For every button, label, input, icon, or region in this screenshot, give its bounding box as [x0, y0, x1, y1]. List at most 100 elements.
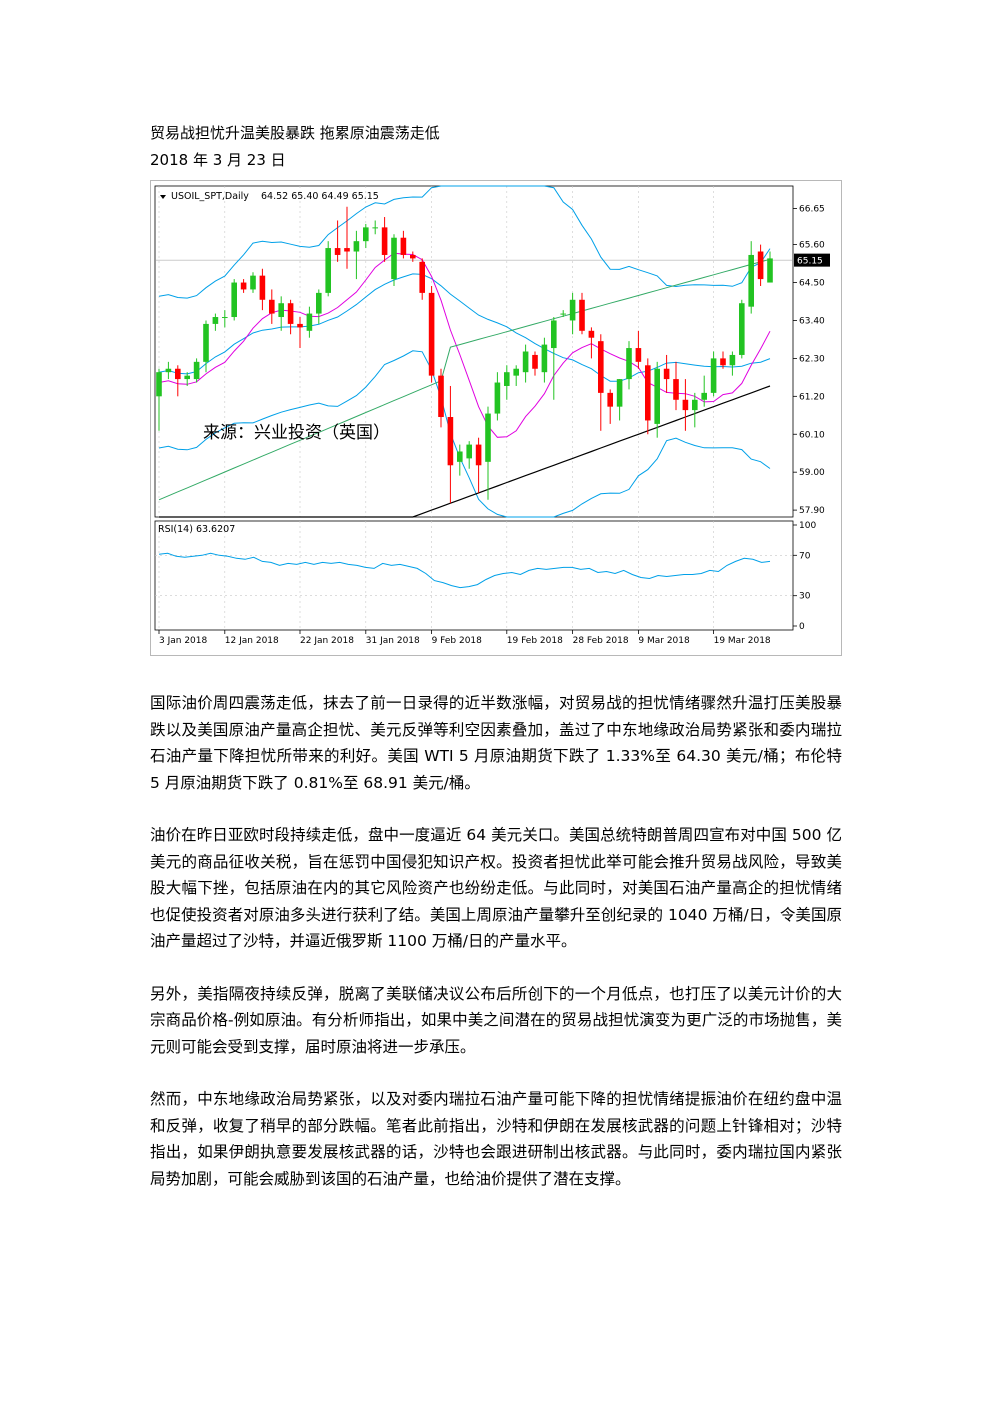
- paragraph-4: 然而，中东地缘政治局势紧张，以及对委内瑞拉石油产量可能下降的担忧情绪提振油价在纽…: [150, 1090, 842, 1188]
- candle-body: [400, 237, 407, 255]
- indicator-lines: [158, 185, 771, 518]
- candle-body: [757, 251, 764, 280]
- price-tick-label: 66.65: [799, 204, 825, 214]
- time-tick-label: 28 Feb 2018: [573, 636, 629, 646]
- candle-body: [372, 227, 378, 229]
- rsi-panel: [154, 520, 794, 631]
- candle-body: [428, 292, 435, 376]
- time-tick-label: 9 Mar 2018: [638, 636, 690, 646]
- candle-body: [551, 320, 557, 349]
- candles: [156, 206, 773, 504]
- main-panel: [154, 185, 794, 518]
- candle-body: [334, 248, 341, 255]
- price-tick-label: 64.50: [799, 279, 825, 289]
- time-tick-label: 9 Feb 2018: [432, 636, 483, 646]
- candle-body: [513, 368, 519, 376]
- price-tick-label: 60.10: [799, 430, 825, 440]
- candle-body: [616, 379, 623, 407]
- candle-body: [391, 237, 397, 280]
- bollinger-middle-line: [158, 273, 771, 382]
- candle-body: [231, 282, 237, 318]
- candle-body: [663, 368, 670, 380]
- candle-body: [588, 330, 595, 338]
- paragraph-1: 国际油价周四震荡走低，抹去了前一日录得的近半数涨幅，对贸易战的担忧情绪骤然升温打…: [150, 694, 842, 792]
- rsi-tick-label: 100: [799, 521, 816, 531]
- rsi-tick-label: 0: [799, 622, 805, 632]
- price-tick-label: 59.00: [799, 468, 825, 478]
- bollinger-upper-line: [158, 185, 771, 299]
- candle-body: [447, 417, 454, 466]
- price-chart: 66.65 65.60 64.50 63.40 62.30 61.20 60.10 59.00…: [150, 180, 842, 656]
- candle-body: [250, 275, 256, 290]
- time-axis: 3 Jan 2018 12 Jan 2018 22 Jan 2018 31 Jan 2…: [158, 630, 771, 646]
- mid-ma-line: [158, 258, 771, 501]
- candle-body: [259, 275, 266, 300]
- candle-body: [269, 299, 275, 314]
- time-tick-label: 19 Mar 2018: [714, 636, 771, 646]
- candle-body: [485, 413, 491, 462]
- article-date: 2018 年 3 月 23 日: [150, 151, 286, 169]
- candle-body: [739, 303, 745, 355]
- candle-body: [410, 254, 416, 259]
- time-tick-label: 19 Feb 2018: [507, 636, 563, 646]
- price-tick-label: 63.40: [799, 316, 825, 326]
- candle-body: [278, 303, 284, 318]
- time-tick-label: 3 Jan 2018: [159, 636, 207, 646]
- candle-body: [710, 358, 717, 393]
- candle-body: [344, 248, 350, 252]
- rsi-line: [158, 552, 771, 589]
- chart-canvas: 66.65 65.60 64.50 63.40 62.30 61.20 60.10 59.00…: [154, 185, 830, 646]
- candle-body: [522, 351, 529, 373]
- paragraph-2: 油价在昨日亚欧时段持续走低，盘中一度逼近 64 美元关口。美国总统特朗普周四宣布…: [150, 826, 842, 950]
- candle-body: [325, 248, 331, 293]
- candle-body: [767, 258, 773, 283]
- price-tick-label: 62.30: [799, 354, 825, 364]
- candle-body: [438, 375, 444, 418]
- candle-body: [598, 341, 604, 393]
- candle-body: [287, 303, 294, 324]
- candle-body: [381, 227, 388, 255]
- article-title: 贸易战担忧升温美股暴跌 拖累原油震荡走低: [150, 124, 440, 142]
- chart-watermark: 来源：兴业投资（英国）: [203, 423, 390, 443]
- rsi-tick-label: 30: [799, 592, 811, 602]
- price-tick-label: 61.20: [799, 392, 825, 402]
- candle-body: [701, 392, 707, 400]
- candle-body: [729, 354, 736, 366]
- chart-ohlc-label: 64.52 65.40 64.49 65.15: [261, 191, 379, 202]
- candle-body: [457, 451, 463, 462]
- candle-body: [682, 399, 689, 411]
- candle-body: [626, 348, 632, 380]
- candle-body: [720, 358, 726, 366]
- price-tick-label: 57.90: [799, 506, 825, 516]
- candle-body: [353, 241, 360, 252]
- candle-body: [466, 444, 472, 459]
- candle-body: [203, 323, 209, 362]
- candle-body: [532, 354, 538, 369]
- candle-body: [306, 313, 313, 331]
- chart-symbol-label: USOIL_SPT,Daily: [171, 191, 249, 202]
- rsi-label: RSI(14) 63.6207: [158, 524, 235, 535]
- price-tick-label: 65.60: [799, 241, 825, 251]
- candle-body: [316, 292, 322, 314]
- chart-menu-icon: [160, 195, 166, 199]
- candle-body: [156, 372, 162, 397]
- bollinger-lower-line: [158, 350, 771, 518]
- paragraph-3: 另外，美指隔夜持续反弹，脱离了美联储决议公布后所创下的一个月低点，也打压了以美元…: [150, 984, 842, 1056]
- short-ma-line: [158, 252, 771, 438]
- candle-body: [635, 348, 642, 362]
- candle-body: [673, 379, 679, 400]
- candle-body: [175, 368, 181, 380]
- candle-body: [692, 399, 698, 411]
- candle-body: [363, 227, 369, 242]
- candle-body: [579, 299, 585, 331]
- time-tick-label: 22 Jan 2018: [300, 636, 354, 646]
- rsi-tick-label: 70: [799, 551, 811, 561]
- current-price-tag: [794, 253, 830, 267]
- candle-body: [560, 313, 566, 315]
- candle-body: [419, 261, 425, 293]
- time-tick-label: 12 Jan 2018: [225, 636, 279, 646]
- price-axis: 66.65 65.60 64.50 63.40 62.30 61.20 60.10 59.00…: [793, 204, 825, 516]
- rsi-indicator: 100 70 30 0: [155, 521, 816, 632]
- candle-body: [494, 382, 501, 414]
- candle-body: [654, 368, 660, 424]
